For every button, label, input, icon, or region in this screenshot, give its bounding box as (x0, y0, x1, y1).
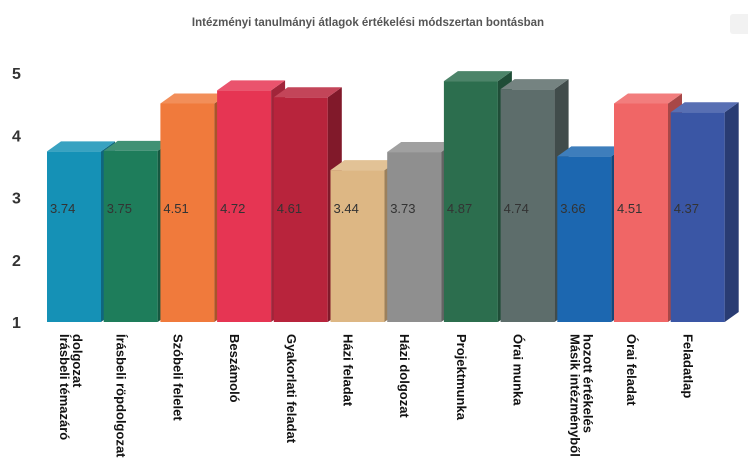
data-label: 3.44 (334, 201, 359, 216)
bar-front (557, 156, 612, 322)
bar-top (500, 79, 569, 90)
y-axis: 1 2 3 4 5 (12, 66, 21, 332)
bar-front (103, 150, 158, 322)
bar-top (217, 80, 286, 91)
data-label: 4.61 (277, 201, 302, 216)
data-label: 4.87 (447, 201, 472, 216)
bar-front (273, 97, 328, 322)
bar-top (557, 146, 626, 157)
x-tick-label: Gyakorlati feladat (284, 334, 299, 444)
bar-top (103, 140, 172, 151)
x-tick-label: Projektmunka (454, 334, 469, 421)
x-tick-label: Írásbeli témazáró (57, 334, 72, 440)
chart-title: Intézményi tanulmányi átlagok értékelési… (192, 17, 544, 29)
data-label: 4.51 (163, 201, 188, 216)
data-label: 4.51 (617, 201, 642, 216)
bar (614, 93, 682, 322)
bar-front (443, 81, 498, 322)
data-label: 4.72 (220, 201, 245, 216)
bar-front (330, 170, 385, 322)
bar-top (670, 102, 739, 113)
data-label: 3.74 (50, 201, 75, 216)
y-tick-label: 5 (12, 66, 21, 83)
y-tick-label: 4 (12, 128, 21, 145)
bar-top (273, 87, 342, 98)
x-tick-label: hozott értékelés (580, 334, 595, 433)
y-tick-label: 1 (12, 315, 21, 332)
x-tick-label: Órai feladat (624, 334, 639, 406)
data-label: 3.75 (107, 201, 132, 216)
chart-menu-button[interactable] (730, 14, 748, 34)
bar-top (47, 141, 115, 152)
bar-top (330, 160, 399, 171)
x-tick-label: Írásbeli röpdolgozat (114, 334, 129, 458)
data-label: 3.73 (390, 201, 415, 216)
bar-front (670, 112, 725, 322)
bar-front (500, 89, 555, 322)
bar-top (387, 142, 456, 153)
bar-top (614, 93, 682, 104)
x-tick-label: Házi feladat (341, 334, 356, 407)
bar-top (160, 93, 229, 104)
x-tick-label: dolgozat (70, 334, 85, 388)
data-label: 3.66 (560, 201, 585, 216)
data-label: 4.37 (674, 201, 699, 216)
bar-front (47, 151, 101, 322)
y-tick-label: 3 (12, 191, 21, 208)
x-tick-label: Házi dolgozat (397, 334, 412, 418)
bar (670, 102, 739, 322)
bar-top (443, 71, 512, 82)
data-labels: 3.74 3.75 4.51 4.72 4.61 3.44 3.73 4.87 4.74 3.66… (50, 201, 699, 216)
y-tick-label: 2 (12, 253, 21, 270)
bar-side (724, 102, 739, 322)
bar-front (160, 103, 215, 322)
x-tick-label: Feladatlap (681, 334, 696, 398)
bar-front (614, 103, 668, 322)
data-label: 4.74 (504, 201, 529, 216)
bar-front (387, 152, 442, 322)
x-tick-label: Szóbeli felelet (170, 334, 185, 421)
bar-front (217, 90, 272, 323)
x-tick-label: Beszámoló (227, 334, 242, 403)
bars (47, 71, 739, 323)
x-tick-label: Órai munka (511, 334, 526, 406)
x-tick-label: Másik intézményből (567, 334, 582, 457)
